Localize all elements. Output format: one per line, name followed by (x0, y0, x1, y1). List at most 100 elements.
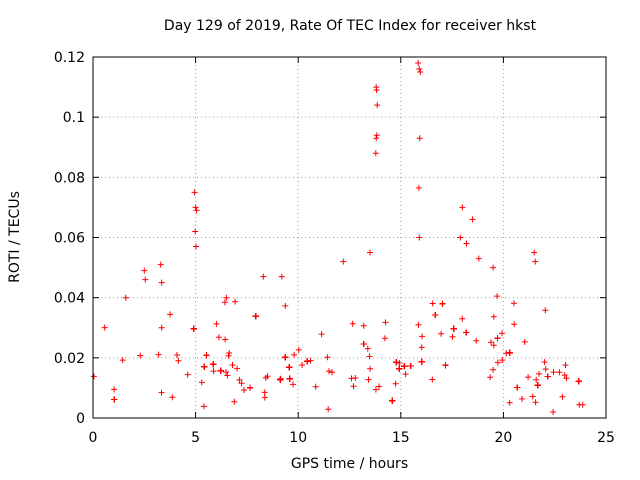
data-point (225, 352, 232, 359)
data-point (494, 359, 501, 366)
data-point (190, 325, 197, 332)
data-point (119, 357, 126, 364)
data-point (261, 389, 268, 396)
data-point (510, 300, 517, 307)
data-point (463, 329, 470, 336)
data-point (90, 373, 97, 380)
data-point (418, 344, 425, 351)
data-point (556, 369, 563, 376)
data-point (360, 341, 367, 347)
data-point (223, 369, 229, 375)
data-point (511, 321, 518, 328)
data-point (429, 376, 436, 383)
outlier-point (372, 150, 379, 157)
data-point (550, 409, 557, 415)
data-point (167, 311, 174, 318)
data-point (277, 375, 284, 382)
data-point (155, 351, 162, 358)
data-point (534, 382, 541, 389)
data-point (396, 365, 403, 372)
data-point (429, 300, 436, 307)
data-point (360, 322, 367, 329)
data-point (299, 362, 306, 368)
data-point (101, 324, 108, 331)
data-point (419, 333, 426, 340)
data-point (217, 367, 224, 374)
data-point (175, 357, 182, 364)
data-point (449, 333, 456, 340)
data-point (234, 365, 241, 372)
outlier-point (416, 234, 423, 241)
data-point (561, 372, 568, 379)
data-point (226, 350, 233, 356)
data-point (499, 357, 506, 364)
data-point (563, 375, 570, 382)
data-point (382, 319, 389, 326)
outlier-point (469, 216, 476, 223)
data-point (542, 307, 549, 314)
outlier-point (191, 189, 198, 196)
outlier-point (192, 204, 199, 211)
axis-ticks (92, 56, 607, 419)
data-point (201, 363, 208, 370)
data-point (241, 387, 247, 393)
data-point (503, 350, 510, 357)
data-point (365, 376, 372, 383)
data-point (432, 312, 439, 318)
outlier-point (158, 279, 165, 286)
outlier-point (367, 249, 373, 256)
grid-lines (93, 57, 606, 418)
outlier-point (141, 267, 148, 274)
data-point (286, 364, 293, 371)
outlier-point (373, 135, 380, 142)
data-point (224, 372, 231, 379)
outlier-point (416, 135, 423, 142)
outlier-point (142, 276, 149, 283)
data-point (184, 371, 191, 378)
outlier-point (193, 243, 199, 250)
data-points (90, 60, 586, 415)
data-point (318, 331, 325, 338)
data-point (348, 375, 355, 382)
data-point (541, 359, 548, 366)
data-point (200, 403, 207, 410)
data-point (325, 406, 332, 413)
y-tick-label: 0.1 (63, 110, 85, 126)
data-point (312, 383, 319, 390)
outlier-point (457, 234, 464, 241)
data-point (506, 399, 513, 406)
outlier-point (415, 184, 422, 191)
data-point (277, 376, 284, 383)
y-tick-label: 0.04 (54, 291, 85, 307)
data-point (222, 336, 229, 343)
data-point (290, 381, 296, 388)
data-point (459, 315, 466, 322)
outlier-point (415, 60, 422, 66)
data-point (494, 335, 501, 342)
outlier-point (490, 264, 497, 271)
data-point (519, 395, 525, 402)
data-point (291, 351, 298, 358)
data-point (418, 358, 425, 365)
data-point (559, 393, 566, 400)
outlier-point (463, 240, 470, 247)
data-point (367, 365, 374, 372)
data-point (544, 373, 551, 380)
data-point (376, 383, 382, 390)
data-point (542, 366, 549, 373)
tick-labels: 0 0.02 0.04 0.06 0.08 0.1 0.12 0 5 10 15 20 25 (54, 50, 615, 446)
data-point (532, 399, 539, 406)
data-point (252, 313, 259, 320)
data-point (407, 363, 414, 369)
data-point (215, 334, 222, 341)
outlier-point (223, 294, 230, 301)
data-point (261, 394, 268, 401)
y-tick-label: 0.06 (54, 231, 85, 247)
data-point (350, 383, 357, 390)
data-point (366, 353, 373, 360)
data-point (324, 354, 331, 361)
data-point (392, 380, 399, 387)
outlier-point (374, 102, 381, 109)
data-point (490, 342, 497, 349)
